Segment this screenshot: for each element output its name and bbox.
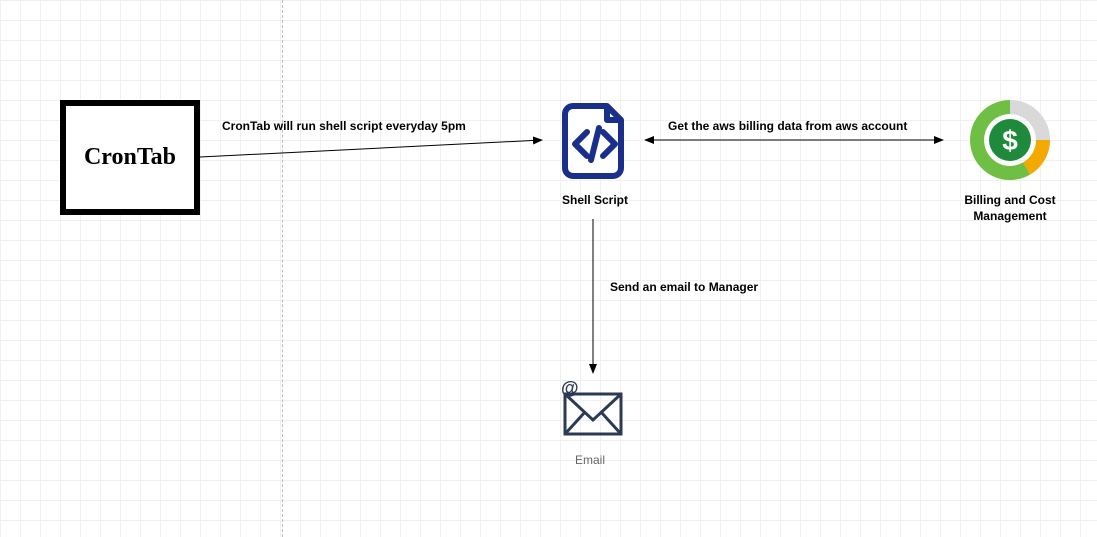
billing-label: Billing and Cost Management (950, 193, 1070, 224)
edge-label-crontab-shell: CronTab will run shell script everyday 5… (222, 119, 466, 133)
edge-label-shell-email: Send an email to Manager (610, 280, 758, 294)
node-email[interactable]: @ Email (555, 380, 625, 469)
node-shell-script[interactable]: Shell Script (555, 100, 635, 209)
node-crontab[interactable]: CronTab (60, 100, 200, 215)
billing-donut-icon: $ (970, 100, 1050, 185)
svg-text:$: $ (1002, 125, 1018, 156)
email-label: Email (575, 453, 605, 469)
crontab-label: CronTab (84, 144, 176, 171)
edge-label-shell-billing: Get the aws billing data from aws accoun… (668, 119, 907, 133)
canvas-grid (0, 0, 1097, 537)
code-file-icon (555, 100, 635, 185)
node-billing[interactable]: $ Billing and Cost Management (950, 100, 1070, 224)
email-icon: @ (555, 380, 625, 445)
svg-text:@: @ (561, 380, 579, 398)
shell-script-label: Shell Script (562, 193, 628, 209)
page-divider (282, 0, 283, 537)
